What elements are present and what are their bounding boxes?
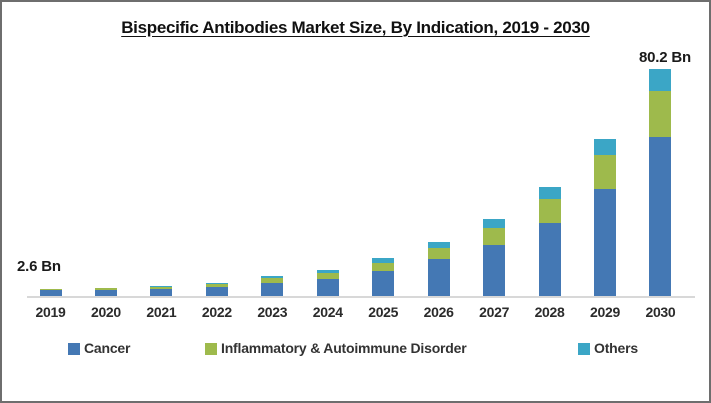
bar-segment-inflammatory-autoimmune-disorder	[39, 289, 62, 291]
x-tick-label-2027: 2027	[479, 304, 510, 320]
bar-2025	[372, 257, 395, 296]
bar-segment-cancer	[205, 286, 228, 296]
x-tick-label-2029: 2029	[590, 304, 620, 320]
bar-segment-inflammatory-autoimmune-disorder	[427, 248, 450, 260]
x-tick-label-2030: 2030	[645, 304, 676, 320]
bar-segment-cancer	[483, 244, 506, 296]
bar-segment-cancer	[261, 282, 284, 296]
x-tick-label-2022: 2022	[201, 304, 232, 320]
x-tick-label-2025: 2025	[368, 304, 399, 320]
bar-segment-inflammatory-autoimmune-disorder	[316, 272, 339, 279]
bar-segment-inflammatory-autoimmune-disorder	[150, 286, 173, 289]
x-tick-label-2019: 2019	[35, 304, 66, 320]
legend-swatch-others	[578, 343, 590, 355]
x-axis-line	[27, 296, 695, 298]
bar-2024	[316, 269, 339, 296]
legend-label-inflammatory-autoimmune-disorder: Inflammatory & Autoimmune Disorder	[221, 340, 467, 356]
legend-swatch-cancer	[68, 343, 80, 355]
x-tick-label-2028: 2028	[534, 304, 565, 320]
bar-2029	[594, 139, 616, 296]
data-label-2019: 2.6 Bn	[17, 258, 61, 275]
bar-segment-others	[150, 286, 173, 287]
bar-segment-inflammatory-autoimmune-disorder	[649, 91, 672, 137]
bar-2019	[39, 288, 62, 296]
chart-title: Bispecific Antibodies Market Size, By In…	[121, 18, 590, 37]
bar-segment-inflammatory-autoimmune-disorder	[261, 278, 284, 283]
bar-segment-others	[94, 287, 117, 289]
bar-segment-cancer	[538, 223, 561, 296]
legend-label-cancer: Cancer	[84, 340, 131, 356]
x-tick-label-2023: 2023	[257, 304, 288, 320]
bar-segment-cancer	[316, 278, 339, 296]
x-tick-label-2024: 2024	[312, 304, 343, 320]
bar-segment-inflammatory-autoimmune-disorder	[483, 228, 506, 245]
x-tick-label-2021: 2021	[146, 304, 177, 320]
bar-segment-cancer	[372, 271, 395, 296]
bar-2023	[261, 276, 284, 296]
legend-swatch-inflammatory-autoimmune-disorder	[205, 343, 217, 355]
bar-segment-others	[205, 282, 228, 285]
legend-label-others: Others	[594, 340, 638, 356]
bar-segment-others	[538, 187, 561, 199]
bar-segment-inflammatory-autoimmune-disorder	[538, 198, 561, 224]
bar-2020	[94, 287, 117, 296]
data-label-2030: 80.2 Bn	[639, 49, 691, 66]
bar-segment-inflammatory-autoimmune-disorder	[372, 262, 395, 272]
bar-2028	[538, 187, 561, 296]
bar-segment-others	[649, 68, 672, 92]
bar-2021	[150, 286, 173, 296]
bar-segment-others	[427, 242, 450, 249]
bar-segment-cancer	[427, 259, 450, 296]
bar-segment-cancer	[39, 290, 62, 296]
bar-segment-cancer	[94, 289, 117, 296]
bar-segment-cancer	[150, 288, 173, 296]
bar-segment-others	[594, 139, 616, 155]
x-tick-label-2020: 2020	[90, 304, 121, 320]
bar-segment-inflammatory-autoimmune-disorder	[594, 154, 616, 189]
bar-segment-cancer	[594, 188, 616, 296]
bar-segment-others	[39, 288, 62, 290]
bar-segment-others	[316, 269, 339, 273]
bar-2022	[205, 282, 228, 296]
bar-2026	[427, 242, 450, 296]
bar-segment-others	[261, 276, 284, 279]
bar-2027	[483, 218, 506, 296]
bar-segment-inflammatory-autoimmune-disorder	[205, 284, 228, 287]
bar-segment-others	[483, 218, 506, 229]
bar-2030	[649, 68, 672, 296]
bar-segment-others	[372, 257, 395, 263]
bar-segment-inflammatory-autoimmune-disorder	[94, 288, 117, 290]
x-tick-label-2026: 2026	[423, 304, 454, 320]
bar-segment-cancer	[649, 137, 672, 296]
